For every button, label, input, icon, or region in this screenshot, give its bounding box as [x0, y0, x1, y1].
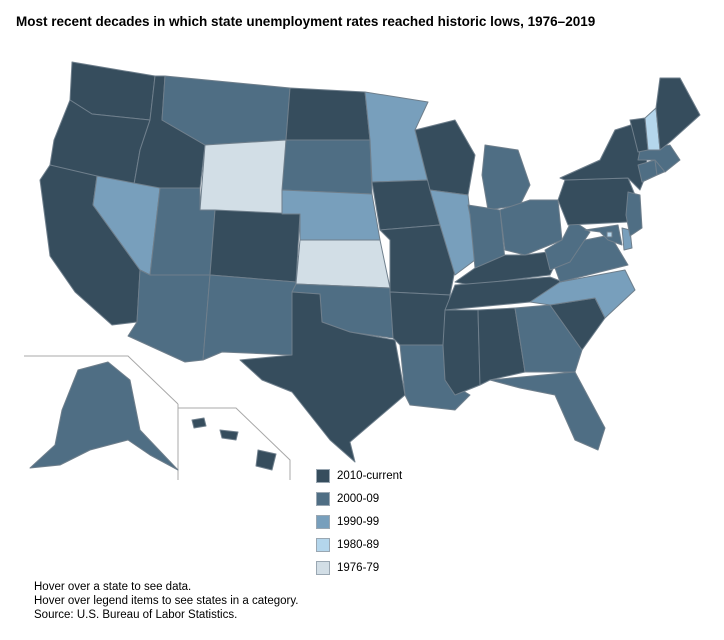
- legend-label: 1980-89: [337, 538, 380, 551]
- state-mi[interactable]: MI: 2000-09: [481, 144, 531, 211]
- state-pa[interactable]: PA: 2010-current: [557, 177, 636, 226]
- state-co[interactable]: CO: 2010-current: [209, 209, 301, 283]
- state-tx[interactable]: TX: 2010-current: [239, 291, 406, 463]
- state-nj[interactable]: NJ: 2000-09: [625, 191, 643, 237]
- legend-item-2010-current[interactable]: 2010-current: [316, 464, 402, 487]
- state-sd[interactable]: SD: 2000-09: [281, 139, 373, 195]
- note-hover-state: Hover over a state to see data.: [34, 581, 192, 593]
- state-ak[interactable]: AK: 2000-09: [29, 361, 179, 471]
- note-hover-legend: Hover over legend items to see states in…: [34, 595, 299, 607]
- state-wy[interactable]: WY: 1976-79: [199, 139, 287, 215]
- footnotes: Hover over a state to see data. Hover ov…: [34, 580, 298, 622]
- state-hi[interactable]: HI: 2010-current: [191, 417, 277, 471]
- legend-item-2000-09[interactable]: 2000-09: [316, 487, 402, 510]
- state-wv[interactable]: WV: 2000-09: [544, 219, 591, 271]
- state-ar[interactable]: AR: 2010-current: [389, 291, 451, 346]
- map-title: Most recent decades in which state unemp…: [16, 14, 596, 29]
- legend-label: 2000-09: [337, 492, 380, 505]
- state-nm[interactable]: NM: 2000-09: [202, 274, 297, 361]
- state-ks[interactable]: KS: 1976-79: [295, 239, 391, 289]
- legend-swatch: [316, 468, 330, 483]
- legend-label: 1976-79: [337, 561, 380, 574]
- state-md[interactable]: MD: 2000-09: [584, 224, 623, 246]
- legend-label: 1990-99: [337, 515, 380, 528]
- state-al[interactable]: AL: 2010-current: [477, 307, 526, 386]
- inset-divider-alaska: [24, 355, 179, 405]
- source-note: Source: U.S. Bureau of Labor Statistics.: [34, 609, 238, 621]
- state-nc[interactable]: NC: 1990-99: [529, 269, 636, 319]
- state-nd[interactable]: ND: 2010-current: [285, 87, 371, 141]
- legend-swatch: [316, 514, 330, 529]
- legend: 2010-current 2000-09 1990-99 1980-89 197…: [316, 464, 402, 579]
- state-dc[interactable]: DC: 1980-89: [606, 231, 613, 238]
- legend-swatch: [316, 560, 330, 575]
- state-fl[interactable]: FL: 2000-09: [489, 371, 606, 451]
- state-wi[interactable]: WI: 2010-current: [414, 119, 476, 196]
- state-ma[interactable]: MA: 2000-09: [637, 144, 681, 173]
- legend-item-1976-79[interactable]: 1976-79: [316, 556, 402, 579]
- legend-label: 2010-current: [337, 469, 403, 482]
- legend-swatch: [316, 537, 330, 552]
- inset-divider-hawaii-top: [178, 407, 291, 480]
- state-ms[interactable]: MS: 2010-current: [442, 309, 481, 396]
- legend-item-1980-89[interactable]: 1980-89: [316, 533, 402, 556]
- state-az[interactable]: AZ: 2000-09: [127, 269, 211, 363]
- state-il[interactable]: IL: 1990-99: [429, 189, 476, 276]
- legend-swatch: [316, 491, 330, 506]
- legend-item-1990-99[interactable]: 1990-99: [316, 510, 402, 533]
- state-ga[interactable]: GA: 2000-09: [514, 304, 583, 373]
- state-me[interactable]: ME: 2010-current: [655, 77, 701, 151]
